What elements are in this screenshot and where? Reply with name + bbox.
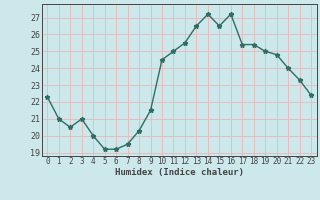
X-axis label: Humidex (Indice chaleur): Humidex (Indice chaleur) <box>115 168 244 177</box>
